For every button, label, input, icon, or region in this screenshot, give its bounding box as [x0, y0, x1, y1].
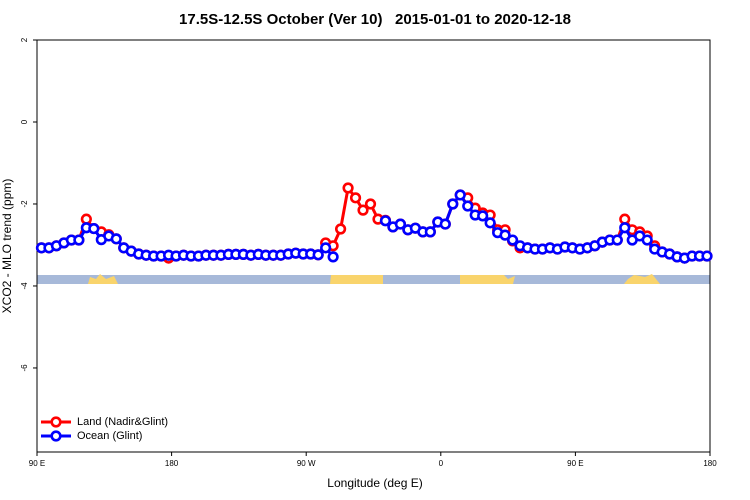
point: [334, 223, 347, 235]
land-patch: [330, 275, 383, 284]
point: [439, 218, 451, 230]
legend-label: Land (Nadir&Glint): [77, 416, 168, 428]
plot-frame: [36, 39, 711, 453]
legend-marker: [50, 416, 62, 428]
y-tick-label: 2: [20, 37, 29, 42]
point: [641, 234, 653, 246]
x-tick-label: 180: [165, 459, 179, 468]
y-tick-label: -2: [20, 200, 29, 208]
point: [379, 215, 392, 227]
point: [484, 217, 496, 229]
x-axis-label: Longitude (deg E): [327, 476, 422, 490]
point: [327, 251, 339, 263]
x-tick-label: 90 E: [567, 459, 583, 468]
y-axis-label: XCO2 - MLO trend (ppm): [0, 179, 14, 314]
point: [320, 242, 332, 254]
point: [88, 222, 100, 235]
land-patch: [88, 274, 118, 284]
point: [506, 234, 519, 246]
point: [619, 222, 631, 234]
point: [357, 204, 369, 216]
point: [73, 234, 85, 246]
point: [342, 182, 354, 194]
point: [364, 198, 377, 210]
point: [499, 229, 511, 241]
legend-marker: [50, 430, 62, 442]
point: [701, 250, 713, 262]
x-tick-label: 90 E: [29, 459, 45, 468]
point: [312, 249, 324, 261]
x-tick-label: 180: [703, 459, 717, 468]
chart-title: 17.5S-12.5S October (Ver 10) 2015-01-01 …: [179, 11, 571, 28]
point: [424, 226, 436, 238]
point: [611, 234, 623, 246]
y-tick-label: -4: [20, 282, 29, 290]
y-tick-label: 0: [20, 119, 29, 124]
point: [349, 192, 362, 204]
point: [110, 233, 122, 245]
land-patch: [460, 275, 515, 284]
point: [462, 200, 474, 212]
land-mask: [37, 274, 710, 284]
land-patch: [624, 274, 660, 284]
point: [394, 218, 407, 230]
x-tick-label: 0: [439, 459, 444, 468]
point: [477, 210, 489, 222]
point: [447, 198, 459, 210]
legend-label: Ocean (Glint): [77, 430, 142, 442]
point: [454, 189, 466, 201]
y-tick-label: -6: [20, 364, 29, 372]
x-tick-label: 90 W: [297, 459, 316, 468]
